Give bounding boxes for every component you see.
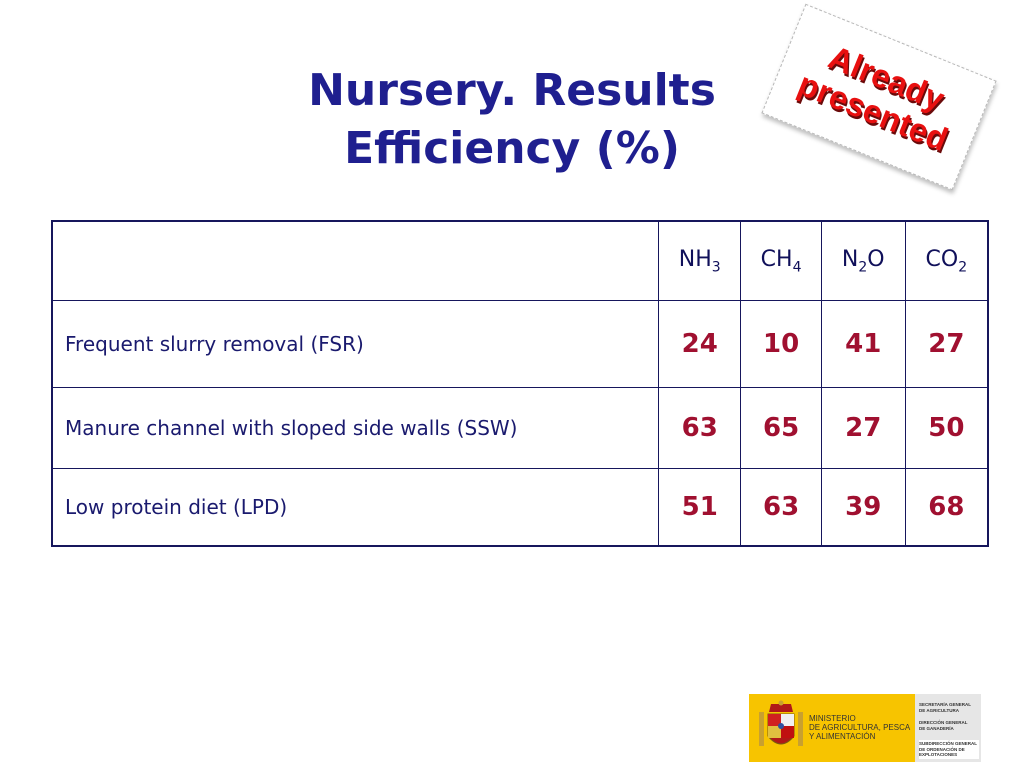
value-cell: 51 xyxy=(657,468,742,547)
row-label: Manure channel with sloped side walls (S… xyxy=(51,387,659,469)
row-label: Low protein diet (LPD) xyxy=(51,468,659,547)
column-header-co2: CO2 xyxy=(904,220,989,301)
table-header-row: NH3 CH4 N2O CO2 xyxy=(51,220,989,301)
row-label: Frequent slurry removal (FSR) xyxy=(51,300,659,388)
table-row: Frequent slurry removal (FSR) 24 10 41 2… xyxy=(51,300,989,388)
header-empty-cell xyxy=(51,220,659,301)
dept-direccion: DIRECCIÓN GENERAL DE GANADERÍA xyxy=(919,720,968,731)
ministry-logo: MINISTERIO DE AGRICULTURA, PESCA Y ALIME… xyxy=(749,694,981,762)
value-cell: 63 xyxy=(740,468,822,547)
value-cell: 68 xyxy=(904,468,989,547)
ministry-name: MINISTERIO DE AGRICULTURA, PESCA Y ALIME… xyxy=(809,714,911,741)
value-cell: 24 xyxy=(657,300,742,388)
column-header-nh3: NH3 xyxy=(657,220,742,301)
value-cell: 10 xyxy=(740,300,822,388)
value-cell: 50 xyxy=(904,387,989,469)
table-row: Low protein diet (LPD) 51 63 39 68 xyxy=(51,468,989,547)
efficiency-table: NH3 CH4 N2O CO2 Frequent slurry removal … xyxy=(51,220,989,547)
column-header-ch4: CH4 xyxy=(740,220,822,301)
coat-of-arms-icon xyxy=(759,700,803,746)
value-cell: 63 xyxy=(657,387,742,469)
value-cell: 39 xyxy=(820,468,906,547)
value-cell: 27 xyxy=(904,300,989,388)
value-cell: 41 xyxy=(820,300,906,388)
title-line-1: Nursery. Results xyxy=(308,65,716,116)
column-header-n2o: N2O xyxy=(820,220,906,301)
dept-secretaria: SECRETARÍA GENERAL DE AGRICULTURA xyxy=(919,702,972,713)
table-row: Manure channel with sloped side walls (S… xyxy=(51,387,989,469)
dept-subdireccion: SUBDIRECCIÓN GENERAL DE ORDENACIÓN DE EX… xyxy=(919,740,979,759)
title-line-2: Efficiency (%) xyxy=(344,123,680,174)
page-title: Nursery. Results Efficiency (%) xyxy=(0,62,1024,178)
value-cell: 65 xyxy=(740,387,822,469)
value-cell: 27 xyxy=(820,387,906,469)
